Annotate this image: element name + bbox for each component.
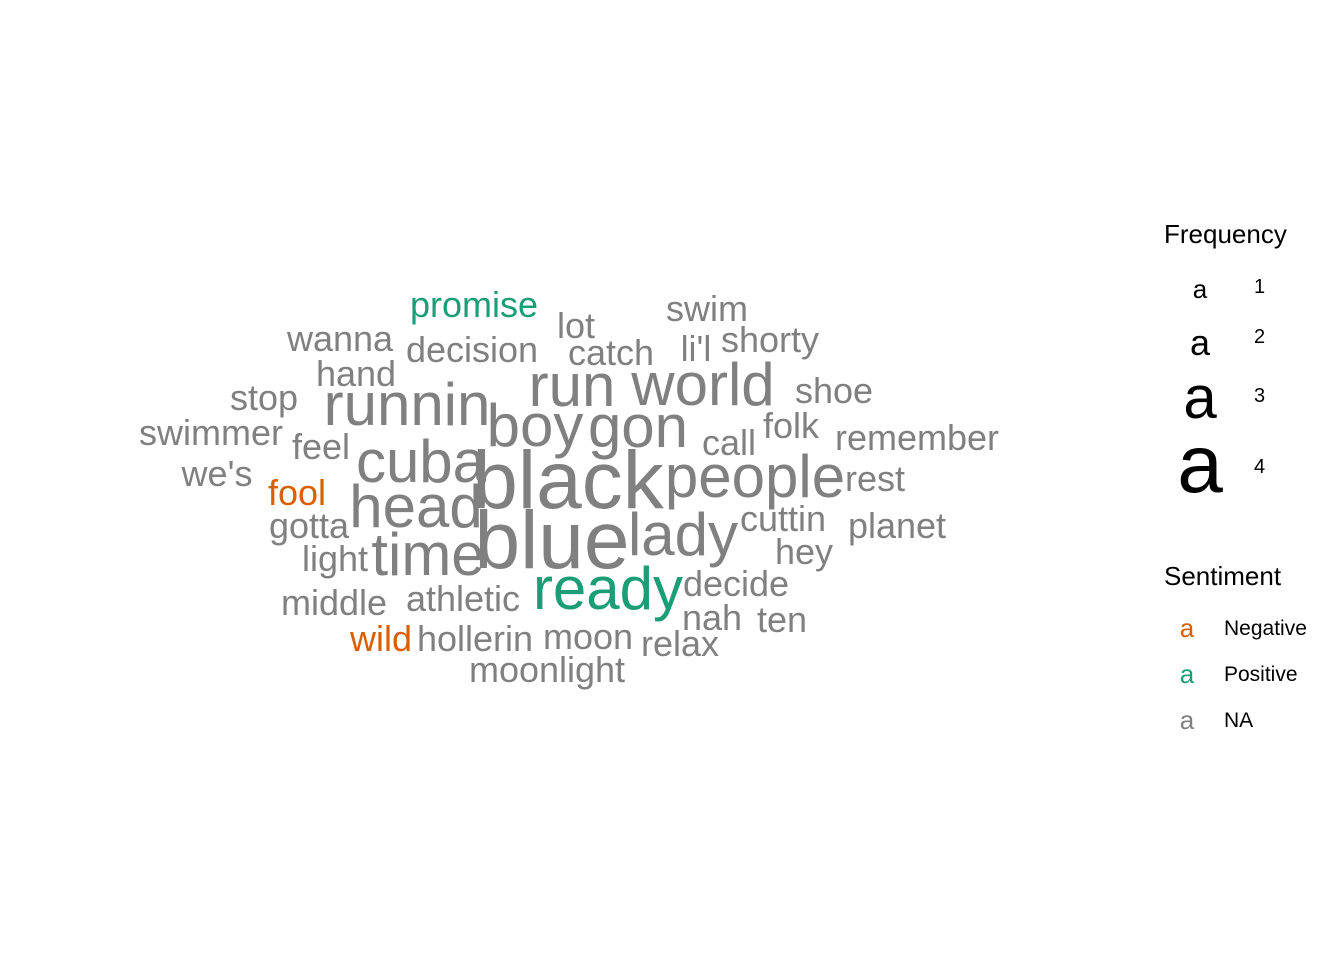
sentiment-key-glyph-positive: a bbox=[1180, 659, 1195, 689]
word-swimmer: swimmer bbox=[139, 412, 283, 453]
word-lot: lot bbox=[557, 305, 595, 346]
word-lil: li'l bbox=[681, 328, 712, 369]
word-call: call bbox=[702, 422, 756, 463]
word-remember: remember bbox=[835, 417, 999, 458]
word-gotta: gotta bbox=[269, 505, 350, 546]
sentiment-legend-title: Sentiment bbox=[1164, 561, 1282, 591]
word-wild: wild bbox=[349, 618, 412, 659]
word-time: time bbox=[371, 521, 484, 588]
word-world: world bbox=[630, 351, 774, 418]
word-decide: decide bbox=[683, 563, 789, 604]
word-hollerin: hollerin bbox=[417, 618, 533, 659]
frequency-key-glyph-1: a bbox=[1193, 274, 1208, 304]
word-athletic: athletic bbox=[406, 578, 520, 619]
word-moon: moon bbox=[543, 616, 633, 657]
frequency-key-label-1: 1 bbox=[1254, 276, 1265, 298]
word-fool: fool bbox=[268, 472, 326, 513]
word-moonlight: moonlight bbox=[469, 649, 625, 690]
word-runnin: runnin bbox=[324, 371, 491, 438]
frequency-key-glyph-4: a bbox=[1177, 419, 1223, 510]
sentiment-key-label-positive: Positive bbox=[1224, 663, 1298, 686]
word-black: black bbox=[472, 435, 664, 526]
word-shoe: shoe bbox=[795, 370, 873, 411]
sentiment-key-glyph-negative: a bbox=[1180, 613, 1195, 643]
word-feel: feel bbox=[292, 426, 350, 467]
word-people: people bbox=[665, 443, 845, 510]
word-head: head bbox=[349, 473, 482, 540]
word-run: run bbox=[529, 352, 616, 419]
word-lady: lady bbox=[628, 501, 738, 568]
word-wes: we's bbox=[181, 453, 253, 494]
word-decision: decision bbox=[406, 329, 538, 370]
word-hand: hand bbox=[316, 353, 396, 394]
word-swim: swim bbox=[666, 288, 748, 329]
sentiment-legend-keys: a Negative a Positive a NA bbox=[1180, 613, 1307, 735]
word-rest: rest bbox=[845, 458, 905, 499]
word-catch: catch bbox=[568, 332, 654, 373]
frequency-key-label-3: 3 bbox=[1254, 385, 1265, 407]
frequency-key-label-2: 2 bbox=[1254, 326, 1265, 348]
word-cuba: cuba bbox=[356, 428, 487, 495]
word-gon: gon bbox=[588, 393, 688, 460]
word-stop: stop bbox=[230, 377, 298, 418]
word-cuttin: cuttin bbox=[740, 498, 826, 539]
frequency-key-glyph-2: a bbox=[1190, 322, 1211, 363]
word-planet: planet bbox=[848, 505, 946, 546]
word-promise: promise bbox=[410, 284, 538, 325]
word-hey: hey bbox=[775, 531, 833, 572]
word-blue: blue bbox=[474, 495, 629, 586]
word-boy: boy bbox=[487, 392, 584, 459]
word-ready: ready bbox=[533, 555, 683, 622]
sentiment-key-label-negative: Negative bbox=[1224, 617, 1307, 640]
frequency-legend: Frequency a 1 a 2 a 3 a 4 bbox=[1164, 219, 1287, 510]
word-light: light bbox=[302, 538, 368, 579]
frequency-legend-title: Frequency bbox=[1164, 219, 1287, 249]
word-ten: ten bbox=[757, 599, 807, 640]
word-wanna: wanna bbox=[286, 318, 394, 359]
frequency-legend-keys: a 1 a 2 a 3 a 4 bbox=[1177, 274, 1265, 510]
sentiment-key-label-na: NA bbox=[1224, 709, 1253, 732]
word-folk: folk bbox=[763, 405, 820, 446]
sentiment-key-glyph-na: a bbox=[1180, 705, 1195, 735]
word-shorty: shorty bbox=[721, 319, 819, 360]
word-nah: nah bbox=[682, 597, 742, 638]
frequency-key-label-4: 4 bbox=[1254, 456, 1265, 478]
word-middle: middle bbox=[281, 582, 387, 623]
sentiment-legend: Sentiment a Negative a Positive a NA bbox=[1164, 561, 1307, 735]
frequency-key-glyph-3: a bbox=[1183, 364, 1217, 431]
word-relax: relax bbox=[641, 623, 719, 664]
